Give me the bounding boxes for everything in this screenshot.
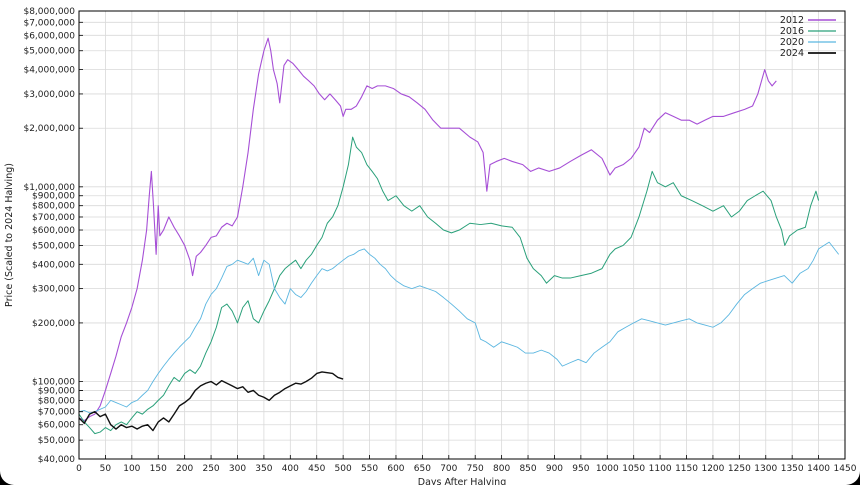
x-tick-label: 300 xyxy=(229,464,246,474)
legend-label-2016: 2016 xyxy=(780,26,804,37)
x-tick-label: 1300 xyxy=(754,464,777,474)
y-tick-label: $900,000 xyxy=(32,192,75,202)
y-tick-label: $5,000,000 xyxy=(23,47,75,57)
x-tick-label: 250 xyxy=(202,464,219,474)
y-tick-label: $4,000,000 xyxy=(23,66,75,76)
legend-label-2020: 2020 xyxy=(780,37,804,48)
y-tick-label: $500,000 xyxy=(32,241,75,251)
x-tick-label: 1150 xyxy=(675,464,698,474)
y-tick-label: $200,000 xyxy=(32,319,75,329)
x-tick-label: 1350 xyxy=(781,464,804,474)
y-tick-label: $8,000,000 xyxy=(23,7,75,17)
x-axis-title: Days After Halving xyxy=(418,477,506,485)
x-tick-label: 150 xyxy=(150,464,167,474)
series-line-2024 xyxy=(78,371,344,432)
x-tick-label: 900 xyxy=(546,464,563,474)
x-tick-label: 100 xyxy=(123,464,140,474)
x-tick-label: 400 xyxy=(282,464,299,474)
axis-ticks: 0 50 100 150 200 250 300 350 400 450 500 550 600 650 7… xyxy=(23,7,856,474)
y-tick-label: $70,000 xyxy=(38,408,75,418)
x-tick-label: 200 xyxy=(176,464,193,474)
y-tick-label: $50,000 xyxy=(38,436,75,446)
x-tick-label: 1400 xyxy=(807,464,830,474)
y-tick-label: $700,000 xyxy=(32,213,75,223)
x-tick-label: 350 xyxy=(255,464,272,474)
y-tick-label: $60,000 xyxy=(38,421,75,431)
x-tick-label: 450 xyxy=(308,464,325,474)
y-tick-label: $800,000 xyxy=(32,202,75,212)
y-tick-label: $1,000,000 xyxy=(23,183,75,193)
series-line-2012 xyxy=(78,37,777,422)
x-tick-label: 950 xyxy=(572,464,589,474)
y-tick-label: $80,000 xyxy=(38,396,75,406)
x-tick-label: 750 xyxy=(467,464,484,474)
series-line-2020 xyxy=(78,241,840,414)
y-tick-label: $2,000,000 xyxy=(23,124,75,134)
legend-label-2012: 2012 xyxy=(780,15,804,26)
y-tick-label: $90,000 xyxy=(38,386,75,396)
y-tick-label: $300,000 xyxy=(32,285,75,295)
x-tick-label: 800 xyxy=(493,464,510,474)
y-tick-label: $40,000 xyxy=(38,455,75,465)
x-tick-label: 1250 xyxy=(728,464,751,474)
x-tick-label: 850 xyxy=(519,464,536,474)
y-tick-label: $600,000 xyxy=(32,226,75,236)
y-tick-label: $6,000,000 xyxy=(23,31,75,41)
x-tick-label: 650 xyxy=(414,464,431,474)
y-tick-label: $100,000 xyxy=(32,378,75,388)
x-tick-label: 50 xyxy=(100,464,112,474)
x-tick-label: 1200 xyxy=(701,464,724,474)
x-tick-label: 1450 xyxy=(834,464,857,474)
x-tick-label: 1100 xyxy=(649,464,672,474)
y-tick-label: $7,000,000 xyxy=(23,18,75,28)
legend-label-2024: 2024 xyxy=(780,48,804,59)
x-tick-label: 1050 xyxy=(622,464,645,474)
x-tick-label: 550 xyxy=(361,464,378,474)
x-tick-label: 500 xyxy=(335,464,352,474)
x-tick-label: 700 xyxy=(440,464,457,474)
x-tick-label: 0 xyxy=(76,464,82,474)
series-lines xyxy=(78,37,840,435)
x-tick-label: 1000 xyxy=(596,464,619,474)
plot-border xyxy=(78,10,846,460)
y-tick-label: $3,000,000 xyxy=(23,90,75,100)
series-line-2016 xyxy=(78,136,820,435)
y-tick-label: $400,000 xyxy=(32,260,75,270)
x-tick-label: 600 xyxy=(387,464,404,474)
grid-lines xyxy=(78,10,846,460)
y-axis-title: Price (Scaled to 2024 Halving) xyxy=(4,163,15,307)
